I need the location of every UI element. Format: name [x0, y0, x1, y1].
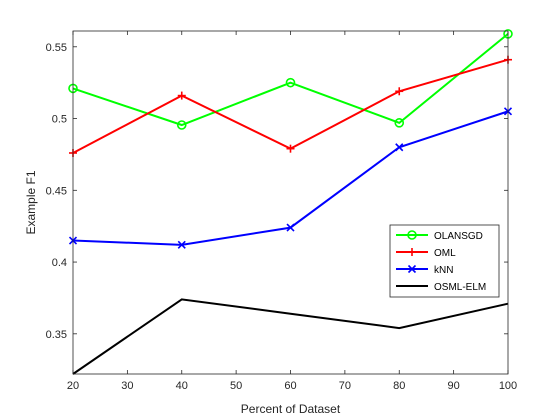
axis-ticks: 20 30 40 50 60 70 80 90 100 0.35 0.4 0.45 0.5 0.55	[46, 31, 517, 392]
y-axis-label: Example F1	[24, 170, 38, 234]
x-tick-label: 100	[499, 380, 517, 392]
series-osml-elm	[72, 298, 509, 375]
marker-stroke	[407, 264, 417, 274]
legend-label: OSML-ELM	[434, 282, 486, 293]
series-line	[72, 33, 509, 127]
x-tick-label: 50	[230, 380, 242, 392]
marker-stroke	[286, 223, 295, 232]
x-tick-label: 60	[284, 380, 296, 392]
y-tick-label: 0.45	[46, 185, 67, 197]
legend-label: kNN	[434, 265, 453, 276]
data-point	[395, 87, 404, 96]
data-point	[177, 240, 186, 249]
y-tick-label: 0.4	[52, 257, 67, 269]
data-point	[395, 143, 404, 152]
legend: OLANSGD OML kNN OSML-ELM	[389, 224, 500, 298]
x-tick-label: 30	[121, 380, 133, 392]
x-tick-label: 70	[339, 380, 351, 392]
plot-frame	[72, 30, 509, 375]
marker-stroke	[395, 143, 404, 152]
data-point	[286, 144, 295, 153]
x-tick-label: 20	[67, 380, 79, 392]
data-point	[408, 248, 416, 256]
y-tick-label: 0.35	[46, 329, 67, 341]
data-point	[176, 120, 187, 130]
data-point	[407, 264, 417, 274]
legend-label: OLANSGD	[434, 231, 483, 242]
y-tick-label: 0.5	[52, 114, 67, 126]
data-point	[177, 91, 186, 100]
data-point	[394, 118, 405, 128]
series-line	[72, 298, 509, 375]
x-axis-label: Percent of Dataset	[241, 402, 341, 416]
legend-label: OML	[434, 248, 456, 259]
data-point	[285, 77, 296, 88]
data-point	[286, 223, 295, 232]
data-point	[407, 230, 417, 240]
legend-entry: OLANSGD	[396, 230, 483, 242]
plot-area	[73, 31, 508, 374]
x-tick-label: 40	[176, 380, 188, 392]
legend-entry: kNN	[396, 264, 453, 276]
marker-stroke	[177, 240, 186, 249]
legend-entry: OML	[396, 248, 456, 259]
legend-entry: OSML-ELM	[396, 282, 486, 293]
y-tick-label: 0.55	[46, 42, 67, 54]
x-tick-label: 90	[448, 380, 460, 392]
x-tick-label: 80	[393, 380, 405, 392]
